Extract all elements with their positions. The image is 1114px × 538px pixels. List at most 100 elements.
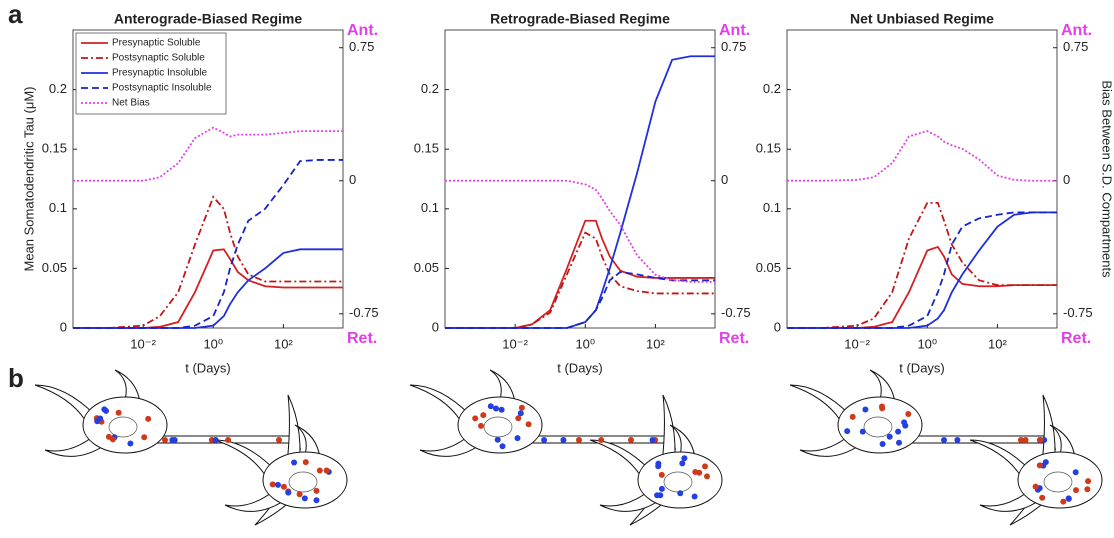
tau-dot [276, 437, 282, 443]
annotation: Ant. [719, 22, 750, 39]
tau-dot [696, 469, 703, 476]
legend-label: Postsynaptic Insoluble [112, 83, 212, 94]
x-tick-label: 10⁰ [575, 336, 595, 351]
dendrite [789, 384, 851, 421]
tau-dot [162, 437, 168, 443]
y-tick-label: 0.1 [763, 200, 781, 215]
tau-dot [1039, 494, 1046, 501]
tau-dot [576, 437, 582, 443]
tau-dot [954, 437, 961, 443]
y2-tick-label: 0.75 [1063, 39, 1088, 54]
tau-dot [515, 415, 522, 422]
y-tick-label: 0.05 [756, 260, 781, 275]
soma [82, 396, 168, 454]
legend-label: Postsynaptic Soluble [112, 53, 205, 64]
tau-dot [498, 406, 505, 413]
tau-dot [886, 433, 893, 440]
x-tick-label: 10⁻² [502, 336, 528, 351]
y-tick-label: 0 [432, 319, 439, 334]
series-line [445, 231, 715, 329]
tau-dot [1060, 498, 1067, 505]
annotation: Ant. [1061, 22, 1092, 39]
tau-dot [560, 437, 567, 443]
tau-dot [1018, 437, 1024, 443]
y-tick-label: 0.2 [763, 81, 781, 96]
series-line [73, 195, 343, 329]
soma [262, 451, 348, 509]
tau-dot [301, 495, 308, 502]
dendrite [114, 369, 141, 404]
tau-dot [1072, 469, 1079, 476]
series-line [787, 201, 1057, 329]
tau-dot [285, 489, 292, 496]
tau-dot [487, 403, 494, 410]
y-tick-label: 0.2 [49, 81, 67, 96]
y-tick-label: 0.1 [421, 200, 439, 215]
tau-dot [1085, 478, 1092, 485]
tau-dot [313, 497, 320, 504]
tau-dot [269, 481, 276, 488]
tau-dot [901, 419, 908, 426]
y2-tick-label: -0.75 [721, 305, 751, 320]
series-line [787, 211, 1057, 329]
tau-dot [879, 441, 886, 447]
tau-dot [862, 406, 869, 413]
tau-dot [859, 428, 866, 435]
tau-dot [879, 405, 886, 412]
y-tick-label: 0.05 [42, 260, 67, 275]
chart-title: Net Unbiased Regime [850, 11, 994, 27]
tau-dot [225, 437, 232, 443]
tau-dot [895, 428, 902, 435]
x-tick-label: 10⁻² [844, 336, 870, 351]
tau-dot [145, 415, 152, 422]
tau-dot [681, 455, 688, 462]
nucleus [288, 471, 318, 493]
y-axis-label: Mean Somatodendritic Tau (μM) [21, 87, 36, 272]
tau-dot [896, 439, 902, 446]
neuron-diagram [789, 369, 1103, 526]
dendrite [589, 439, 651, 476]
series-line [73, 248, 343, 329]
tau-dot [518, 404, 525, 411]
tau-dot [679, 460, 686, 467]
plot-frame [786, 29, 1058, 329]
tau-dot [1084, 486, 1091, 493]
tau-dot [480, 412, 487, 419]
chart-title: Anterograde-Biased Regime [114, 11, 302, 27]
tau-dot [658, 471, 665, 478]
y-tick-label: 0.15 [414, 141, 439, 156]
x-tick-label: 10⁰ [917, 336, 937, 351]
legend-label: Net Bias [112, 98, 150, 109]
soma [637, 451, 723, 509]
tau-dot [844, 428, 851, 435]
nucleus [863, 416, 893, 438]
y2-tick-label: 0 [721, 172, 728, 187]
annotation: Ret. [719, 330, 749, 347]
tau-dot [628, 437, 634, 443]
x-tick-label: 10² [646, 336, 665, 351]
series-line [73, 159, 343, 329]
tau-dot [141, 434, 148, 441]
panel-label: b [8, 363, 24, 393]
tau-dot [313, 487, 320, 494]
dendrite [669, 424, 696, 459]
y2-tick-label: -0.75 [1063, 305, 1093, 320]
y-tick-label: 0 [60, 319, 67, 334]
y2-axis-label: Bias Between S.D. Compartments [1100, 80, 1114, 278]
annotation: Ret. [1061, 330, 1091, 347]
tau-dot [171, 437, 178, 443]
x-tick-label: 10⁰ [203, 336, 223, 351]
annotation: Ant. [347, 22, 378, 39]
tau-dot [478, 422, 484, 429]
series-line [445, 179, 715, 283]
tau-dot [514, 435, 521, 442]
tau-dot [127, 440, 134, 447]
annotation: Ret. [347, 330, 377, 347]
plot-frame [444, 29, 716, 329]
tau-dot [525, 421, 532, 428]
y-tick-label: 0.15 [756, 141, 781, 156]
tau-dot [598, 437, 605, 443]
tau-dot [657, 492, 664, 499]
y2-tick-label: 0 [1063, 172, 1070, 187]
